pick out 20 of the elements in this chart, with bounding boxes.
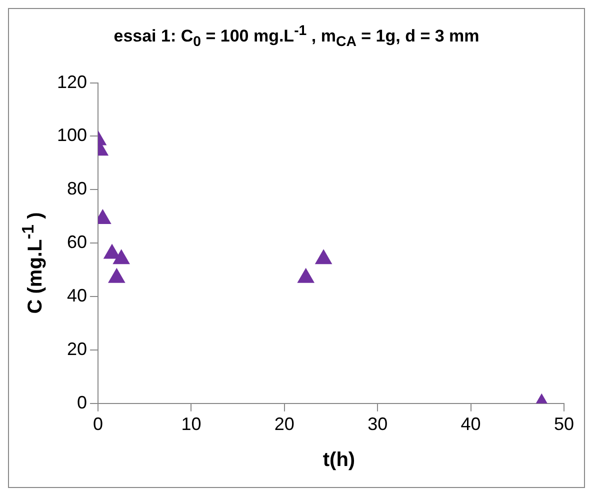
point	[108, 268, 125, 283]
x-tick-label: 10	[181, 414, 202, 434]
y-tick-label: 80	[67, 178, 88, 199]
y-tick-label: 120	[56, 72, 88, 92]
point	[104, 244, 120, 259]
chart-title: essai 1: C$_{0}$ = 100 mg.L$^{-1}$ , m$_{CA}$ = 1g, d = 3 mm	[112, 23, 480, 50]
x-tick-label: 0	[93, 414, 104, 434]
x-tick-label: 20	[274, 414, 294, 434]
x-tick-label: 30	[368, 414, 388, 434]
y-tick-label: 40	[67, 286, 88, 306]
x-axis-title: t(h)	[322, 449, 356, 472]
y-tick-label: 100	[56, 125, 88, 146]
point	[315, 250, 332, 264]
y-tick-label: 60	[67, 232, 88, 252]
point	[298, 268, 314, 283]
y-tick-label: 20	[67, 338, 88, 359]
x-tick-label: 50	[554, 414, 574, 434]
x-tick-label: 40	[460, 414, 481, 434]
y-tick-label: 0	[77, 392, 88, 412]
point	[113, 250, 130, 264]
